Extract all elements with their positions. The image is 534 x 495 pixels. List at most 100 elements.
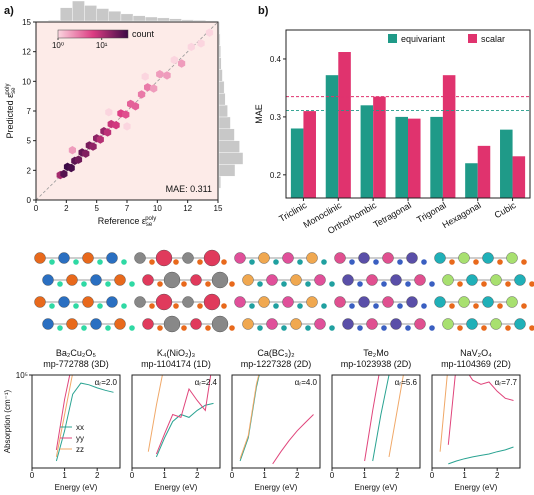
atom bbox=[229, 325, 235, 331]
annotation: αᵣ=2.4 bbox=[195, 378, 218, 387]
atom bbox=[381, 281, 387, 287]
plot-frame bbox=[131, 374, 221, 469]
atom bbox=[497, 259, 503, 265]
hexbin-cell bbox=[137, 90, 146, 99]
atom bbox=[281, 325, 287, 331]
label-sup: poly bbox=[5, 84, 11, 95]
atom bbox=[205, 325, 211, 331]
atom bbox=[529, 325, 534, 331]
atom bbox=[421, 303, 427, 309]
atom bbox=[414, 274, 426, 286]
bar bbox=[373, 96, 386, 198]
atom bbox=[429, 325, 435, 331]
atom bbox=[334, 296, 346, 308]
bar bbox=[465, 163, 478, 198]
atom bbox=[373, 303, 379, 309]
legend-swatch bbox=[388, 34, 397, 43]
line-series bbox=[55, 375, 73, 457]
atom bbox=[442, 274, 454, 286]
atom bbox=[381, 325, 387, 331]
bar bbox=[500, 129, 513, 198]
atom bbox=[357, 325, 363, 331]
bar bbox=[360, 105, 374, 198]
x-tick-label: 0 bbox=[430, 471, 435, 480]
bar bbox=[430, 116, 443, 198]
atom bbox=[234, 296, 246, 308]
atom bbox=[149, 303, 155, 309]
atom bbox=[342, 274, 354, 286]
histogram-bar bbox=[218, 45, 221, 58]
hexbin-cell bbox=[96, 135, 104, 144]
atom bbox=[90, 274, 102, 286]
atom bbox=[57, 325, 63, 331]
bar bbox=[303, 111, 316, 198]
atom bbox=[242, 274, 254, 286]
material-id: mp-1023938 (2D) bbox=[341, 359, 412, 369]
histogram-bar bbox=[72, 0, 85, 22]
atom bbox=[257, 325, 263, 331]
atom bbox=[490, 318, 502, 330]
atom bbox=[305, 325, 311, 331]
atom bbox=[414, 318, 426, 330]
atom bbox=[142, 318, 154, 330]
histogram-bar bbox=[218, 176, 221, 189]
atom bbox=[129, 325, 135, 331]
atom bbox=[397, 259, 403, 265]
hexbin-cell bbox=[67, 163, 75, 173]
y-axis-label: Absorption (cm⁻¹) bbox=[3, 389, 12, 453]
atom bbox=[473, 259, 479, 265]
atom bbox=[505, 325, 511, 331]
atom bbox=[97, 259, 103, 265]
atom bbox=[155, 249, 173, 267]
plot-frame bbox=[431, 374, 521, 469]
x-tick-label: 2 bbox=[95, 471, 100, 480]
atom bbox=[249, 303, 255, 309]
histogram-bar bbox=[218, 140, 240, 153]
histogram-bar bbox=[218, 104, 228, 118]
atom bbox=[490, 274, 502, 286]
atom bbox=[434, 296, 446, 308]
x-tick-label: 0 bbox=[34, 204, 39, 213]
atom bbox=[297, 259, 303, 265]
atom bbox=[221, 303, 227, 309]
hexbin-cell bbox=[144, 83, 152, 92]
atom bbox=[205, 281, 211, 287]
hexbin-cell bbox=[82, 149, 90, 158]
x-tick-label: 0 bbox=[30, 471, 35, 480]
atom bbox=[305, 281, 311, 287]
formula: NaV₂O₄ bbox=[460, 348, 492, 358]
atom bbox=[405, 325, 411, 331]
line-series bbox=[372, 375, 390, 462]
atom bbox=[421, 259, 427, 265]
diagonal bbox=[35, 21, 219, 201]
line-series bbox=[155, 375, 212, 455]
atom bbox=[66, 318, 78, 330]
atom bbox=[257, 281, 263, 287]
atom bbox=[457, 325, 463, 331]
colorbar-tick-label: 10¹ bbox=[96, 41, 108, 50]
line-series bbox=[447, 375, 514, 445]
atom bbox=[221, 259, 227, 265]
bar bbox=[325, 75, 339, 198]
y-tick-label: 15 bbox=[22, 18, 31, 27]
legend-swatch bbox=[468, 34, 477, 43]
hexbin-cell bbox=[122, 110, 130, 119]
atom bbox=[321, 303, 327, 309]
line-series bbox=[147, 375, 163, 452]
atom bbox=[258, 296, 270, 308]
atom bbox=[173, 259, 179, 265]
atom bbox=[466, 274, 478, 286]
atom bbox=[266, 274, 278, 286]
axis-label: Reference εsepoly bbox=[98, 216, 156, 228]
atom bbox=[358, 252, 370, 264]
crystal-structure bbox=[34, 252, 135, 331]
hexbin-cell bbox=[205, 28, 214, 37]
hexbin-cell bbox=[123, 122, 131, 131]
atom bbox=[211, 315, 229, 333]
hexbin-cell bbox=[131, 102, 140, 111]
atom bbox=[482, 296, 494, 308]
legend-label: equivariant bbox=[401, 34, 446, 44]
x-axis-label: Energy (eV) bbox=[155, 483, 198, 492]
atom bbox=[273, 303, 279, 309]
